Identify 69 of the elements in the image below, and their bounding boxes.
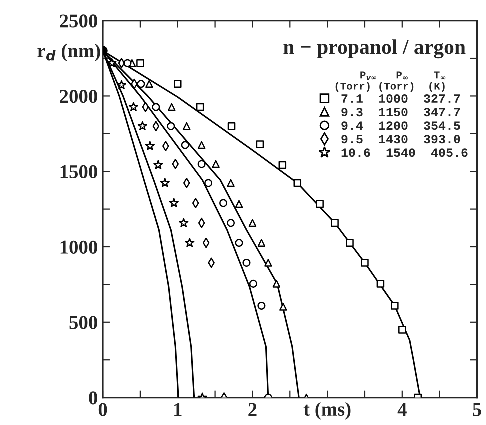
point [272,280,281,288]
point [160,178,170,188]
y-tick-label: 1500 [60,165,98,179]
point [256,140,264,148]
point [179,218,189,228]
x-tick-label: 1 [174,403,182,416]
point [174,80,182,88]
legend-label: 10.6 1540 405.6 [342,148,468,158]
point [398,326,406,334]
legend-label: 9.3 1150 347.7 [342,108,460,117]
legend-label: 9.5 1430 393.0 [342,135,460,144]
point [128,102,139,112]
text: n − propanol / argon [284,40,466,59]
point [391,302,399,310]
point [294,179,302,188]
y-tick-label: 1000 [60,240,98,254]
point [361,259,369,267]
point [137,80,146,88]
y-axis-title: r$_{d}$ (nm) [38,44,100,62]
y-tick-label: 500 [70,316,98,330]
point [346,239,354,247]
x-tick-label: 4 [398,403,407,416]
point [220,199,228,208]
point [249,280,258,288]
point [235,200,244,208]
y-tick-label: 0 [89,392,98,405]
point [264,259,272,267]
point [152,103,160,112]
point [212,160,220,168]
x-tick-label: 5 [473,403,482,416]
point [154,160,164,170]
point [124,59,132,68]
point [258,239,266,247]
x-axis-title: t (ms) [304,402,351,420]
point [168,103,176,112]
point [136,59,144,68]
point [227,179,235,188]
point [242,258,251,268]
point [182,122,191,130]
point [167,122,176,130]
y-tick-label: 2000 [60,90,98,104]
point [280,303,288,311]
point [316,200,324,208]
point [248,219,257,228]
point [198,160,206,168]
y-tick-label: 2500 [60,14,98,28]
point [169,198,179,208]
point [235,239,244,248]
point [181,141,190,150]
point [278,161,287,170]
legend-label: 7.1 1000 327.7 [342,94,460,104]
point [198,141,206,150]
point [331,219,339,228]
point [116,80,127,90]
x-tick-label: 2 [248,403,257,416]
point [196,103,204,112]
text: P$_{v∞}$ P$_{∞}$ T$_{∞}$ (Torr) (Torr) (K) [336,72,446,92]
point [226,219,236,228]
point [146,80,154,88]
legend-label: 9.4 1200 354.5 [342,122,460,130]
point [204,179,213,188]
point [138,121,148,131]
point [185,238,195,248]
point [145,141,155,150]
point [107,58,117,68]
x-tick-label: 0 [98,403,108,416]
point [258,302,266,310]
point [376,280,385,288]
point [228,122,236,130]
